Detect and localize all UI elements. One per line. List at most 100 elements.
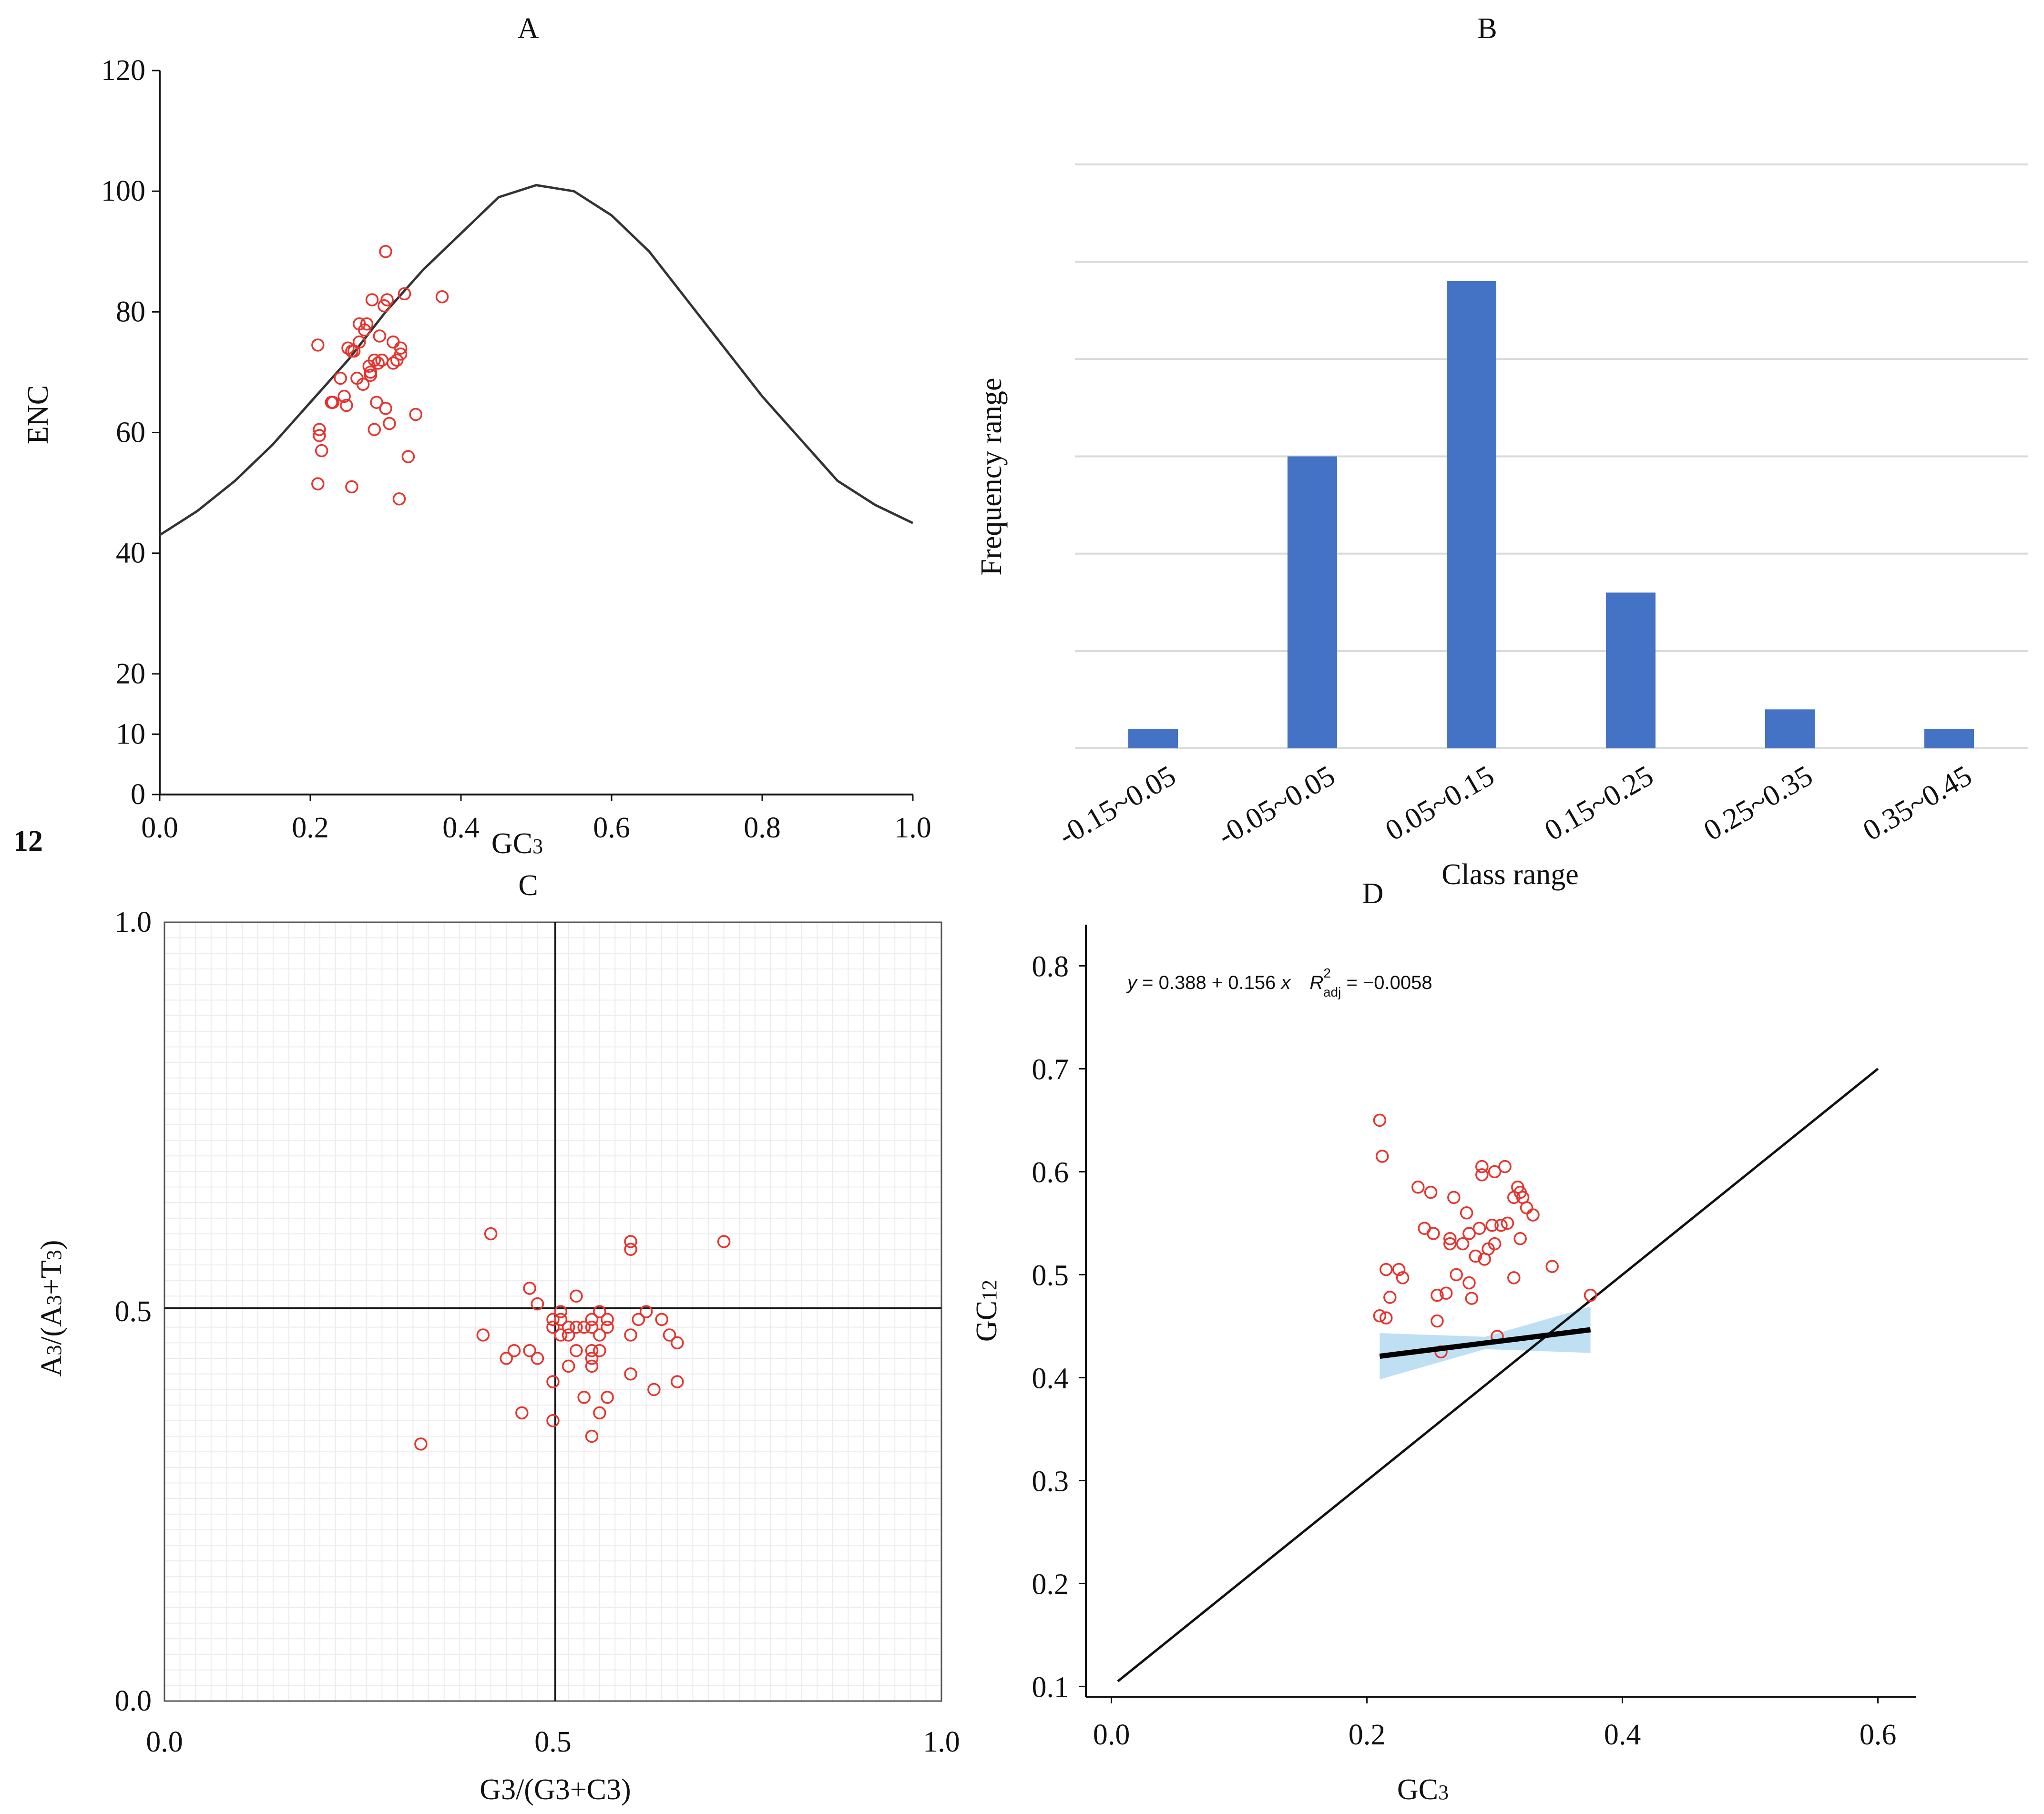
- panel-a-y-tick-label: 40: [116, 537, 145, 570]
- panel-c-point: [546, 1320, 560, 1334]
- panel-a-y-tick-label: 60: [116, 417, 145, 449]
- panel-d-point: [1431, 1314, 1444, 1328]
- panel-c-point: [593, 1328, 606, 1342]
- panel-c-point: [554, 1313, 568, 1326]
- panel-d-point: [1443, 1232, 1457, 1245]
- panel-d-point: [1447, 1191, 1461, 1204]
- panel-c-point: [663, 1328, 676, 1342]
- panel-c-point: [624, 1235, 637, 1248]
- panel-d-point: [1488, 1237, 1502, 1251]
- panel-c-title: C: [518, 869, 538, 902]
- panel-c-y-tick-label: 0.5: [115, 1295, 152, 1328]
- panel-d-point: [1584, 1288, 1597, 1302]
- panel-a-point: [394, 347, 408, 361]
- panel-c-pr2-plot: C 0.0 0.5 1.0 0.0 0.5 1.0 A3/(A3+T3) G3/(G3+C…: [35, 869, 960, 1806]
- panel-c-point: [562, 1328, 575, 1342]
- panel-d-point: [1460, 1206, 1473, 1220]
- panel-a-point: [362, 359, 376, 373]
- panel-d-point: [1545, 1260, 1559, 1273]
- panel-c-x-tick-label: 0.0: [146, 1726, 183, 1758]
- panel-c-point: [546, 1414, 560, 1427]
- panel-d-equation: y = 0.388 + 0.156 x R2 adj = −0.0058: [1126, 966, 1432, 999]
- panel-a-point: [311, 338, 325, 352]
- panel-d-point: [1383, 1291, 1397, 1304]
- panel-a-point: [387, 357, 400, 370]
- panel-c-point: [531, 1297, 544, 1311]
- panel-c-point: [523, 1282, 536, 1295]
- panel-a-point: [378, 299, 391, 313]
- panel-a-y-tick-label: 10: [116, 718, 145, 750]
- panel-b-frequency-histogram: B -0.15~0.05 -0.05~0.05 0.05~0.15 0.15~0.25…: [975, 12, 2028, 891]
- panel-d-point: [1431, 1288, 1444, 1302]
- panel-b-x-label: Class range: [1441, 858, 1579, 891]
- panel-c-point: [647, 1383, 661, 1396]
- panel-c-point: [593, 1344, 606, 1357]
- panel-c-x-tick-label: 1.0: [923, 1726, 960, 1758]
- panel-b-y-label: Frequency range: [975, 378, 1008, 576]
- panel-d-point: [1488, 1165, 1502, 1179]
- panel-c-point: [546, 1313, 560, 1326]
- panel-d-point: [1475, 1160, 1489, 1173]
- panel-c-point: [671, 1375, 684, 1388]
- panel-a-x-tick-label: 0.0: [141, 812, 178, 844]
- panel-c-point: [570, 1289, 583, 1303]
- panel-c-point: [585, 1344, 599, 1357]
- panel-a-point: [379, 402, 392, 415]
- panel-a-point: [360, 317, 374, 331]
- panel-a-point: [311, 477, 325, 490]
- panel-d-y-label: GC12: [971, 1280, 1003, 1342]
- panel-c-point: [601, 1313, 614, 1326]
- panel-c-point: [717, 1235, 731, 1248]
- panel-a-expected-enc-curve: [159, 183, 914, 536]
- panel-b-category-label: -0.05~0.05: [1212, 759, 1340, 852]
- panel-d-x-tick-label: 0.4: [1604, 1719, 1641, 1751]
- panel-a-enc-plot: A 0 10 20 40 60 80 100 120 0.0 0.2 0.4 0.6 0.8 1.0 E…: [22, 12, 931, 860]
- panel-a-point: [326, 396, 340, 409]
- panel-d-point: [1513, 1232, 1527, 1245]
- panel-d-x-label: GC3: [1397, 1773, 1449, 1806]
- panel-c-y-tick-label: 0.0: [115, 1685, 152, 1717]
- panel-b-category-label: 0.15~0.25: [1539, 759, 1659, 847]
- panel-c-point: [593, 1305, 606, 1318]
- panel-b-category-label: 0.05~0.15: [1380, 759, 1500, 847]
- panel-a-y-tick-label: 80: [116, 296, 145, 328]
- panel-b-bar: [1765, 709, 1815, 748]
- panel-a-x-tick-label: 0.8: [744, 812, 781, 844]
- panel-d-regression-line: [1379, 1327, 1591, 1359]
- panel-a-point: [370, 396, 383, 409]
- panel-a-point: [409, 408, 422, 421]
- panel-d-point: [1494, 1218, 1508, 1232]
- panel-d-point: [1462, 1227, 1476, 1240]
- panel-c-point: [632, 1313, 645, 1326]
- panel-d-y-tick-label: 0.6: [1032, 1156, 1069, 1189]
- panel-d-point: [1507, 1271, 1521, 1284]
- panel-c-x-tick-label: 0.5: [534, 1726, 572, 1758]
- panel-d-y-tick-label: 0.5: [1032, 1259, 1069, 1292]
- panel-b-category-label: 0.25~0.35: [1698, 759, 1818, 847]
- panel-b-bar: [1606, 592, 1656, 748]
- panel-a-x-tick-label: 0.2: [292, 812, 329, 844]
- panel-d-neutrality-diagonal: [1117, 1068, 1879, 1682]
- panel-c-point: [562, 1320, 575, 1334]
- panel-a-point: [313, 423, 326, 436]
- panel-a-x-label: GC3: [491, 827, 543, 860]
- panel-c-point: [570, 1344, 583, 1357]
- panel-a-point: [435, 290, 449, 304]
- panel-a-point: [345, 480, 358, 494]
- panel-a-point: [394, 341, 408, 355]
- panel-d-point: [1443, 1237, 1457, 1251]
- panel-a-point: [373, 329, 387, 343]
- panel-d-point: [1373, 1309, 1387, 1323]
- panel-a-point: [380, 293, 394, 306]
- panel-a-point: [352, 335, 366, 349]
- panel-a-point: [401, 450, 415, 463]
- panel-a-title: A: [518, 12, 539, 45]
- panel-a-point: [356, 377, 370, 391]
- panel-d-point: [1462, 1276, 1476, 1290]
- panel-a-point: [398, 287, 411, 301]
- panel-b-bar: [1924, 729, 1974, 748]
- panel-c-y-tick-label: 1.0: [115, 906, 152, 938]
- panel-c-point: [562, 1359, 575, 1373]
- panel-d-point: [1396, 1271, 1410, 1284]
- panel-c-point: [515, 1406, 529, 1420]
